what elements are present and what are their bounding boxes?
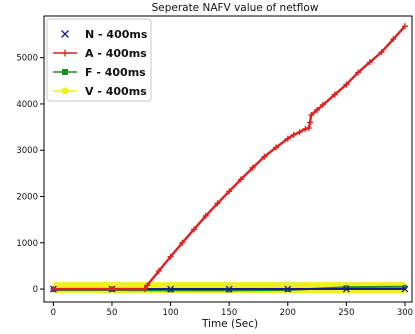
data-point <box>290 131 297 138</box>
x-tick-label: 50 <box>107 308 118 318</box>
data-point <box>308 112 315 119</box>
data-point <box>141 286 148 293</box>
data-point <box>344 285 349 290</box>
data-point <box>307 119 314 126</box>
legend-box <box>46 18 152 102</box>
chart-title: Seperate NAFV value of netflow <box>152 2 319 14</box>
data-point <box>314 106 321 113</box>
data-point <box>167 285 175 293</box>
x-tick-label: 200 <box>280 308 296 318</box>
data-point <box>366 59 373 66</box>
data-point <box>249 164 256 171</box>
data-point <box>355 69 362 76</box>
legend-label: A - 400ms <box>85 47 147 60</box>
data-point <box>191 226 198 233</box>
y-tick-label: 3000 <box>16 146 38 156</box>
data-point <box>343 81 350 88</box>
y-tick-label: 2000 <box>16 192 38 202</box>
legend-marker <box>61 49 69 57</box>
legend-entry: A - 400ms <box>53 47 147 60</box>
x-tick-label: 100 <box>162 308 178 318</box>
data-point <box>144 282 151 289</box>
legend-marker <box>62 69 68 75</box>
y-tick-label: 4000 <box>16 100 38 110</box>
data-point <box>305 124 312 131</box>
x-tick-label: 250 <box>338 308 354 318</box>
data-point <box>202 212 209 219</box>
series-A - 400ms <box>50 23 408 293</box>
data-point <box>225 285 233 293</box>
data-point <box>273 144 280 151</box>
legend-marker <box>61 30 69 38</box>
legend: N - 400ms A - 400ms F - 400ms V - 400ms <box>46 18 152 102</box>
data-point <box>179 239 186 246</box>
plot-frame <box>43 15 413 303</box>
data-point <box>237 176 244 183</box>
data-point <box>401 23 408 30</box>
y-axis-ticks: 0 1000 2000 3000 4000 5000 <box>16 54 44 295</box>
data-point <box>155 267 162 274</box>
data-point <box>108 286 115 293</box>
data-point <box>390 36 397 43</box>
legend-entry: F - 400ms <box>53 66 146 79</box>
legend-marker <box>61 87 69 95</box>
data-point <box>226 188 233 195</box>
x-tick-label: 300 <box>397 308 413 318</box>
data-point <box>302 125 309 132</box>
legend-label: V - 400ms <box>85 85 147 98</box>
legend-entry: N - 400ms <box>61 28 148 41</box>
data-point <box>402 284 407 289</box>
data-point <box>50 286 57 293</box>
x-axis-label: Time (Sec) <box>201 318 258 330</box>
legend-label: N - 400ms <box>85 28 148 41</box>
data-point <box>168 288 173 293</box>
data-point <box>167 253 174 260</box>
x-axis-ticks: 0 50 100 150 200 250 300 <box>51 302 413 318</box>
x-tick-label: 150 <box>221 308 237 318</box>
legend-label: F - 400ms <box>85 66 146 79</box>
data-point <box>319 101 326 108</box>
data-point <box>342 285 350 293</box>
data-point <box>284 285 292 293</box>
data-point <box>401 285 409 293</box>
plot-area <box>49 23 409 294</box>
data-point <box>284 135 291 142</box>
y-tick-label: 0 <box>33 285 38 295</box>
data-point <box>227 288 232 293</box>
data-point <box>378 49 385 56</box>
y-tick-label: 5000 <box>16 54 38 64</box>
x-tick-label: 0 <box>51 308 56 318</box>
data-point <box>214 200 221 207</box>
y-tick-label: 1000 <box>16 239 38 249</box>
data-point <box>331 91 338 98</box>
data-point <box>261 153 268 160</box>
data-point <box>296 129 303 136</box>
legend-entry: V - 400ms <box>53 85 147 98</box>
